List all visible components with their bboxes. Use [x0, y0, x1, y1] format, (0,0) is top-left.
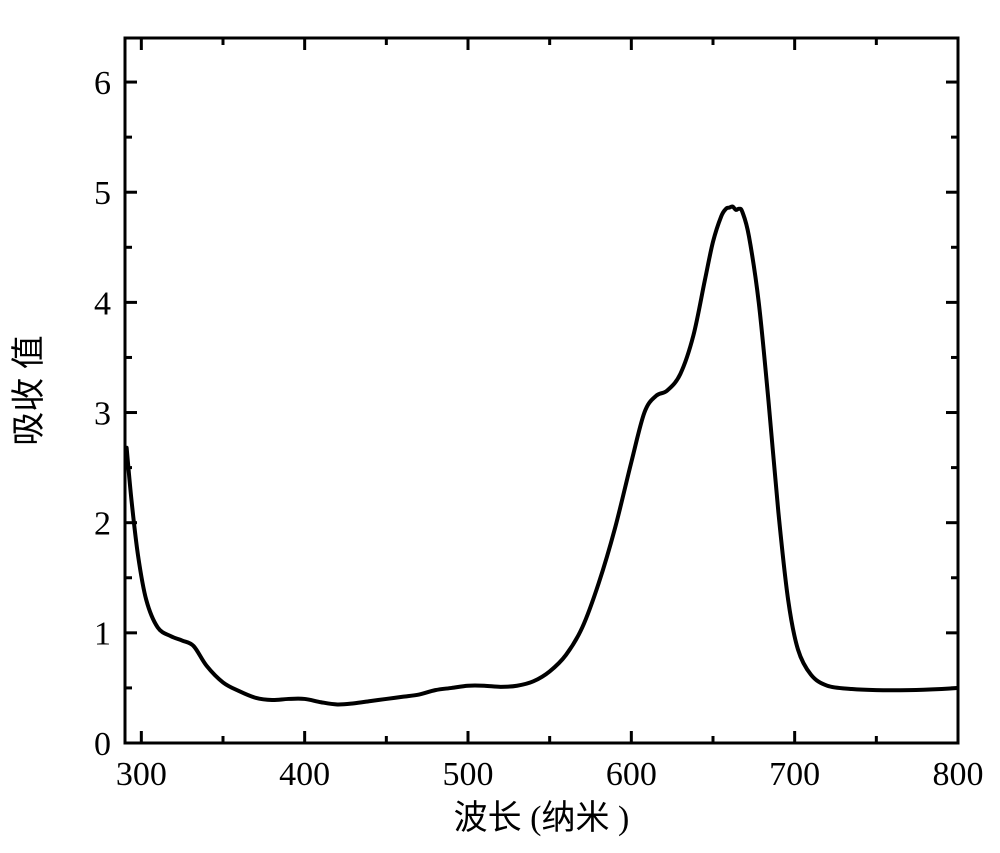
x-tick-label: 400 — [279, 756, 330, 793]
x-tick-label: 300 — [116, 756, 167, 793]
y-tick-label: 0 — [94, 726, 111, 763]
chart-svg: 300 400 500 600 700 800 0 1 2 3 4 5 6 波长 (纳米 ) 吸收 值 — [0, 0, 1000, 853]
y-axis-label: 吸收 值 — [10, 335, 48, 446]
y-tick-label: 6 — [94, 65, 111, 102]
y-tick-label: 5 — [94, 175, 111, 212]
y-tick-label: 4 — [94, 285, 111, 322]
x-tick-label: 800 — [933, 756, 984, 793]
y-tick-label: 1 — [94, 616, 111, 653]
y-tick-label: 3 — [94, 395, 111, 432]
x-tick-label: 700 — [769, 756, 820, 793]
x-axis-label: 波长 (纳米 ) — [454, 799, 630, 837]
x-tick-label: 600 — [606, 756, 657, 793]
y-tick-label: 2 — [94, 506, 111, 543]
absorption-spectrum-chart: 300 400 500 600 700 800 0 1 2 3 4 5 6 波长 (纳米 ) 吸收 值 — [0, 0, 1000, 853]
x-tick-label: 500 — [443, 756, 494, 793]
